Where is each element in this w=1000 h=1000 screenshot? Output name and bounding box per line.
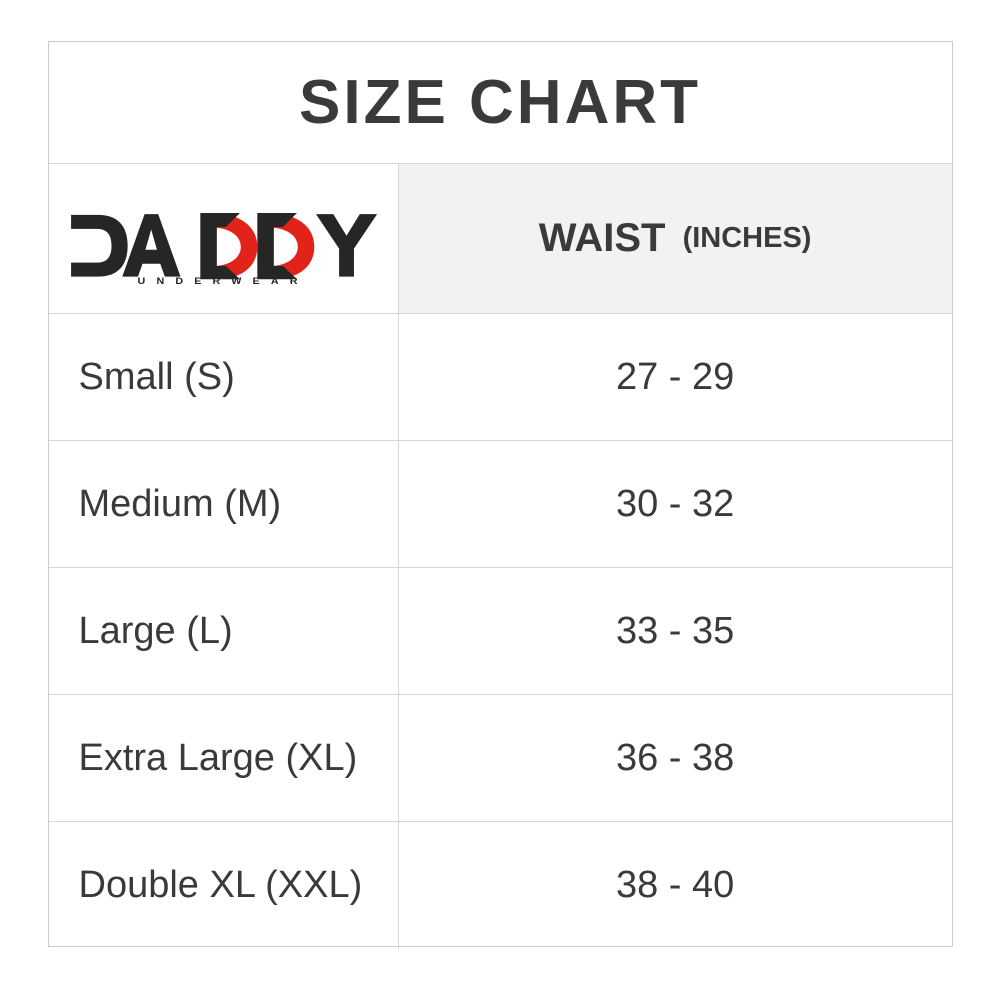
svg-text:UNDERWEAR: UNDERWEAR <box>137 276 308 286</box>
